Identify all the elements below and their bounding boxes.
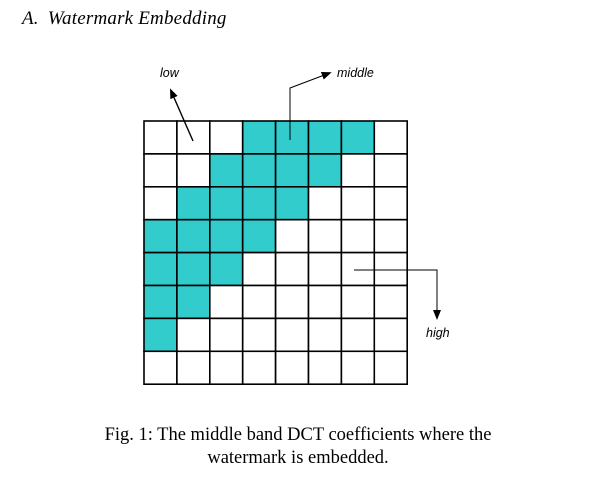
grid-cell <box>307 317 343 353</box>
grid-cell-middle-band <box>209 251 244 287</box>
grid-cell <box>340 218 376 254</box>
grid-cell <box>373 218 408 254</box>
grid-cell <box>176 120 211 155</box>
grid-cell-middle-band <box>241 120 277 155</box>
grid-cell <box>143 153 178 188</box>
grid-cell-middle-band <box>176 186 211 221</box>
grid-cell-middle-band <box>143 251 178 287</box>
middle-label: middle <box>337 66 374 80</box>
low-label: low <box>160 66 180 80</box>
grid-cell-middle-band <box>176 251 211 287</box>
section-heading: A. Watermark Embedding <box>22 8 227 30</box>
grid-cell <box>241 317 277 353</box>
grid-cell-middle-band <box>209 153 244 188</box>
grid-cell-middle-band <box>143 218 178 254</box>
grid-cell <box>209 284 244 320</box>
section-number: A. <box>22 8 39 29</box>
grid-cell-middle-band <box>340 120 376 155</box>
grid-cell <box>307 350 343 385</box>
grid-cell <box>373 317 408 353</box>
grid-cell <box>307 251 343 287</box>
grid-cell <box>241 284 277 320</box>
grid-cell <box>209 317 244 353</box>
section-title: Watermark Embedding <box>47 8 227 29</box>
grid-cell <box>274 251 310 287</box>
grid-cell <box>176 317 211 353</box>
grid-cell <box>143 350 178 385</box>
middle-arrow <box>289 72 332 140</box>
grid-cell-middle-band <box>209 218 244 254</box>
grid-cell-middle-band <box>209 186 244 221</box>
grid-cell-middle-band <box>176 218 211 254</box>
low-arrow <box>169 88 194 142</box>
grid-cell <box>143 120 178 155</box>
grid-cell-middle-band <box>274 120 310 155</box>
grid-cell <box>373 284 408 320</box>
high-label: high <box>426 326 450 340</box>
grid-cell <box>241 350 277 385</box>
grid-cell <box>373 120 408 155</box>
grid-cell <box>340 153 376 188</box>
grid-cell-middle-band <box>143 317 178 353</box>
figure-caption: Fig. 1: The middle band DCT coefficients… <box>60 424 536 470</box>
grid-cell <box>274 350 310 385</box>
grid-cell <box>373 350 408 385</box>
grid-cell <box>340 186 376 221</box>
grid-cell-middle-band <box>176 284 211 320</box>
grid-cell <box>373 153 408 188</box>
grid-cell-middle-band <box>307 120 343 155</box>
grid-cell <box>340 317 376 353</box>
grid-cell-middle-band <box>241 186 277 221</box>
grid-cell <box>274 284 310 320</box>
grid-cell <box>307 284 343 320</box>
grid-cell <box>143 186 178 221</box>
high-arrow <box>354 269 441 320</box>
caption-line-1: Fig. 1: The middle band DCT coefficients… <box>104 425 492 445</box>
caption-line-2: watermark is embedded. <box>207 448 389 468</box>
grid-cell <box>274 317 310 353</box>
grid-cell <box>209 350 244 385</box>
grid-cell <box>340 350 376 385</box>
grid-cell-middle-band <box>241 218 277 254</box>
grid-cell-middle-band <box>307 153 343 188</box>
grid-cell <box>340 284 376 320</box>
coefficient-grid <box>143 120 408 385</box>
grid-cell-middle-band <box>143 284 178 320</box>
grid-cell <box>209 120 244 155</box>
grid-cell <box>176 153 211 188</box>
grid-cell-middle-band <box>274 153 310 188</box>
grid-cell-middle-band <box>274 186 310 221</box>
grid-cell <box>340 251 376 287</box>
grid-cell <box>373 186 408 221</box>
grid-cell <box>241 251 277 287</box>
grid-cell <box>176 350 211 385</box>
grid-cell <box>307 218 343 254</box>
grid-cell <box>307 186 343 221</box>
grid-cell <box>274 218 310 254</box>
grid-cell <box>373 251 408 287</box>
grid-cell-middle-band <box>241 153 277 188</box>
